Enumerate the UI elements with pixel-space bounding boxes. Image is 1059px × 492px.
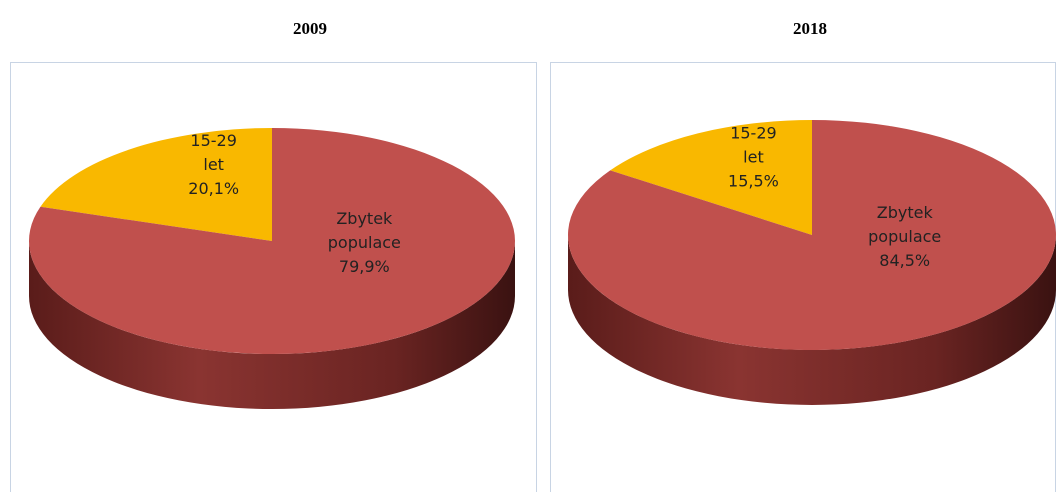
value-label: 20,1% [188,179,239,198]
category-label: Zbytek populace [328,209,401,252]
value-label: 15,5% [728,172,779,191]
chart-title: 2018 [793,19,827,38]
slice [40,128,272,241]
slice [29,128,516,354]
slice [610,120,812,235]
chart-title: 2009 [293,19,327,38]
value-label: 84,5% [879,251,930,270]
category-label: Zbytek populace [868,203,941,246]
slice [567,120,1056,350]
slice-side [568,235,1056,405]
value-label: 79,9% [339,257,390,276]
slice-side [29,241,515,409]
chart-frame [10,62,537,492]
category-label: 15-29 let [190,131,237,174]
category-label: 15-29 let [730,124,777,167]
